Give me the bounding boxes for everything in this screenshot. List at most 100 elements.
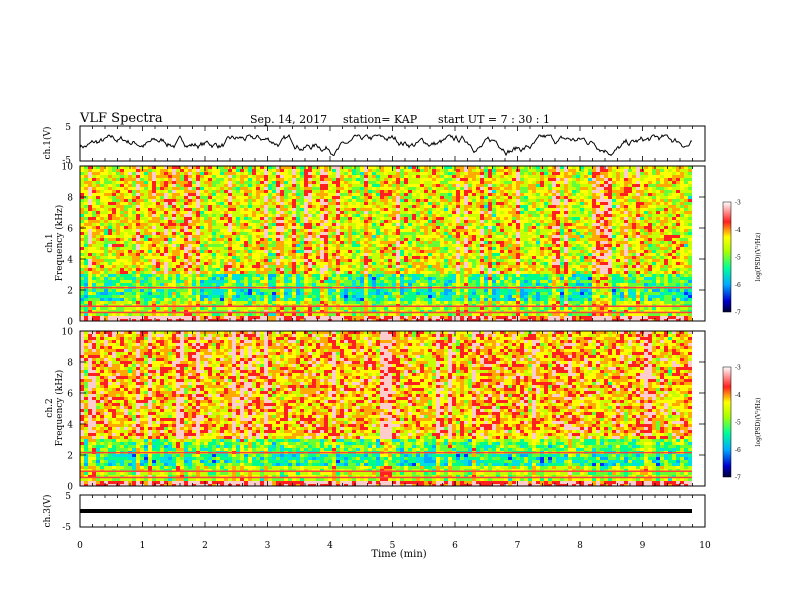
- spectrogram-cell: [360, 184, 364, 187]
- spectrogram-cell: [364, 178, 368, 181]
- spectrogram-cell: [336, 259, 340, 262]
- spectrogram-cell: [260, 193, 264, 196]
- spectrogram-cell: [376, 217, 380, 220]
- spectrogram-cell: [96, 175, 100, 178]
- spectrogram-cell: [124, 205, 128, 208]
- spectrogram-cell: [388, 262, 392, 265]
- spectrogram-cell: [248, 307, 252, 310]
- spectrogram-cell: [376, 199, 380, 202]
- spectrogram-cell: [328, 211, 332, 214]
- spectrogram-cell: [408, 295, 412, 298]
- spectrogram-cell: [448, 211, 452, 214]
- spectrogram-cell: [144, 178, 148, 181]
- spectrogram-cell: [404, 277, 408, 280]
- spectrogram-cell: [268, 301, 272, 304]
- spectrogram-cell: [224, 247, 228, 250]
- spectrogram-cell: [264, 259, 268, 262]
- spectrogram-cell: [80, 265, 84, 268]
- spectrogram-cell: [144, 241, 148, 244]
- spectrogram-cell: [264, 238, 268, 241]
- spectrogram-cell: [408, 217, 412, 220]
- spectrogram-cell: [424, 208, 428, 211]
- spectrogram-cell: [124, 292, 128, 295]
- spectrogram-cell: [376, 241, 380, 244]
- spectrogram-cell: [88, 289, 92, 292]
- spectrogram-cell: [256, 250, 260, 253]
- spectrogram-cell: [236, 196, 240, 199]
- spectrogram-cell: [440, 217, 444, 220]
- spectrogram-cell: [220, 271, 224, 274]
- spectrogram-cell: [240, 274, 244, 277]
- spectrogram-cell: [316, 193, 320, 196]
- spectrogram-cell: [372, 250, 376, 253]
- spectrogram-cell: [212, 292, 216, 295]
- spectrogram-cell: [172, 166, 176, 169]
- spectrogram-cell: [400, 175, 404, 178]
- spectrogram-cell: [376, 238, 380, 241]
- spectrogram-cell: [80, 235, 84, 238]
- spectrogram-cell: [176, 193, 180, 196]
- spectrogram-cell: [180, 193, 184, 196]
- spectrogram-cell: [316, 175, 320, 178]
- spectrogram-cell: [152, 316, 156, 319]
- spectrogram-cell: [436, 256, 440, 259]
- spectrogram-cell: [392, 220, 396, 223]
- spectrogram-cell: [208, 253, 212, 256]
- spectrogram-cell: [232, 244, 236, 247]
- spectrogram-cell: [436, 289, 440, 292]
- spectrogram-cell: [108, 313, 112, 316]
- spectrogram-cell: [208, 247, 212, 250]
- spectrogram-cell: [264, 193, 268, 196]
- spectrogram-cell: [388, 274, 392, 277]
- spectrogram-cell: [428, 268, 432, 271]
- spectrogram-cell: [340, 199, 344, 202]
- spectrogram-cell: [192, 205, 196, 208]
- spectrogram-cell: [304, 211, 308, 214]
- spectrogram-cell: [356, 184, 360, 187]
- spectrogram-cell: [412, 313, 416, 316]
- spectrogram-cell: [232, 223, 236, 226]
- spectrogram-cell: [124, 256, 128, 259]
- spectrogram-cell: [180, 232, 184, 235]
- spectrogram-cell: [124, 268, 128, 271]
- spectrogram-cell: [432, 298, 436, 301]
- spectrogram-cell: [452, 208, 456, 211]
- spectrogram-cell: [184, 319, 188, 321]
- spectrogram-cell: [424, 307, 428, 310]
- spectrogram-cell: [212, 196, 216, 199]
- spectrogram-cell: [188, 271, 192, 274]
- spectrogram-cell: [432, 232, 436, 235]
- spectrogram-cell: [396, 214, 400, 217]
- spectrogram-cell: [144, 217, 148, 220]
- spectrogram-cell: [400, 193, 404, 196]
- spectrogram-cell: [184, 190, 188, 193]
- spectrogram-cell: [220, 223, 224, 226]
- spectrogram-cell: [92, 196, 96, 199]
- spectrogram-cell: [84, 298, 88, 301]
- spectrogram-cell: [352, 229, 356, 232]
- spectrogram-cell: [192, 217, 196, 220]
- spectrogram-cell: [264, 220, 268, 223]
- spectrogram-cell: [160, 301, 164, 304]
- spectrogram-cell: [408, 211, 412, 214]
- spectrogram-cell: [344, 214, 348, 217]
- spectrogram-cell: [252, 223, 256, 226]
- spectrogram-cell: [420, 235, 424, 238]
- spectrogram-cell: [316, 307, 320, 310]
- spectrogram-cell: [180, 247, 184, 250]
- spectrogram-cell: [336, 277, 340, 280]
- spectrogram-cell: [448, 202, 452, 205]
- spectrogram-cell: [204, 184, 208, 187]
- spectrogram-cell: [204, 211, 208, 214]
- spectrogram-cell: [264, 232, 268, 235]
- spectrogram-cell: [440, 184, 444, 187]
- spectrogram-cell: [404, 238, 408, 241]
- spectrogram-cell: [304, 184, 308, 187]
- spectrogram-cell: [216, 199, 220, 202]
- spectrogram-cell: [256, 295, 260, 298]
- spectrogram-cell: [128, 238, 132, 241]
- spectrogram-cell: [140, 226, 144, 229]
- spectrogram-cell: [388, 205, 392, 208]
- spectrogram-cell: [216, 316, 220, 319]
- spectrogram-cell: [324, 205, 328, 208]
